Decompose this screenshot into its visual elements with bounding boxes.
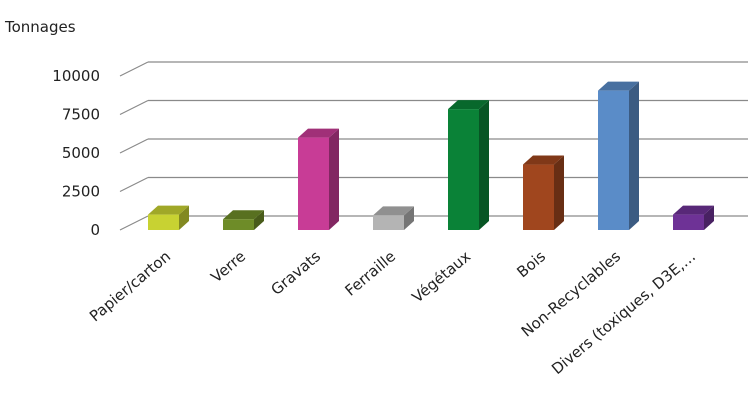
bar bbox=[373, 206, 414, 230]
gridline-slant bbox=[119, 61, 149, 77]
x-tick-label: Gravats bbox=[267, 247, 324, 299]
bar-side bbox=[704, 205, 714, 230]
bar-front bbox=[373, 215, 404, 230]
x-tick-label: Végétaux bbox=[408, 247, 474, 306]
bar-top bbox=[223, 210, 264, 220]
bar-top bbox=[298, 128, 339, 138]
y-tick-label: 10000 bbox=[52, 67, 100, 85]
bar-front bbox=[598, 90, 629, 230]
x-tick-label: Divers (toxiques, D3E,… bbox=[548, 247, 699, 378]
y-tick-label: 7500 bbox=[62, 106, 100, 124]
bar-side bbox=[329, 128, 339, 230]
bar-front bbox=[223, 219, 254, 230]
bar-front bbox=[523, 164, 554, 230]
bar-side bbox=[179, 205, 189, 230]
bar-front bbox=[298, 137, 329, 230]
gridline-slant bbox=[119, 138, 149, 154]
y-axis-title: Tonnages bbox=[4, 18, 76, 36]
bar-top bbox=[448, 100, 489, 110]
bar-side bbox=[629, 81, 639, 230]
bar-front bbox=[673, 214, 704, 230]
x-tick-label: Verre bbox=[207, 247, 249, 286]
bar bbox=[148, 205, 189, 230]
bar-side bbox=[554, 155, 564, 230]
bar bbox=[298, 128, 339, 230]
bar-top bbox=[598, 81, 639, 91]
bar-side bbox=[404, 206, 414, 230]
bar bbox=[223, 210, 264, 230]
bar-front bbox=[148, 214, 179, 230]
y-tick-label: 2500 bbox=[62, 183, 100, 201]
bar bbox=[598, 81, 639, 230]
gridlines bbox=[119, 61, 748, 231]
x-tick-label: Ferraille bbox=[342, 247, 400, 299]
y-tick-label: 5000 bbox=[62, 144, 100, 162]
bar bbox=[448, 100, 489, 230]
bar-side bbox=[254, 210, 264, 230]
y-axis-ticks: 0 2500 5000 7500 10000 bbox=[52, 67, 100, 239]
x-tick-label: Bois bbox=[513, 247, 549, 281]
y-tick-label: 0 bbox=[90, 221, 100, 239]
bar-top bbox=[673, 205, 714, 215]
gridline-slant bbox=[119, 176, 149, 193]
bar-side bbox=[479, 100, 489, 230]
bar-top bbox=[523, 155, 564, 165]
bar bbox=[673, 205, 714, 230]
bar-front bbox=[448, 109, 479, 230]
gridline-slant bbox=[119, 215, 149, 231]
bar-top bbox=[373, 206, 414, 216]
bar bbox=[523, 155, 564, 230]
bars bbox=[148, 81, 714, 230]
gridline-slant bbox=[119, 99, 149, 116]
bar-top bbox=[148, 205, 189, 215]
x-axis-labels: Papier/carton Verre Gravats Ferraille Végéta… bbox=[86, 247, 699, 378]
x-tick-label: Papier/carton bbox=[86, 247, 174, 325]
